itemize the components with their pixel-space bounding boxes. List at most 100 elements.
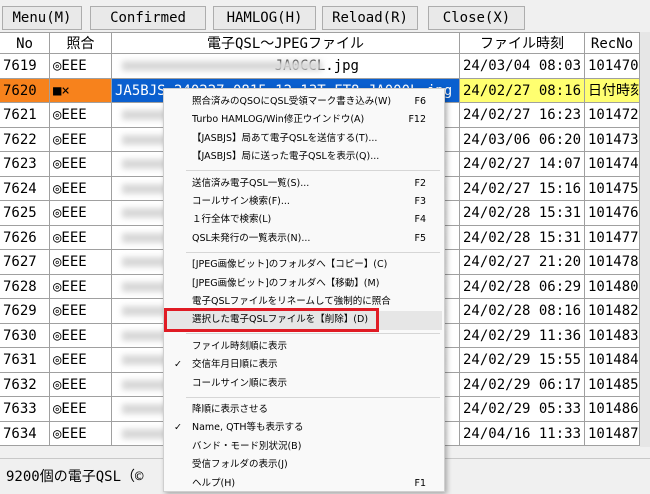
cell-no[interactable]: 7620 [0,78,50,103]
cell-time[interactable]: 24/04/16 11:33 [460,421,585,446]
menu-item[interactable]: 送信済み電子QSL一覧(S)... F2 [166,175,442,193]
toolbar-button[interactable]: Confirmed [90,6,206,30]
cell-time[interactable]: 24/02/28 08:16 [460,299,585,324]
menu-item[interactable]: 電子QSLファイルをリネームして強制的に照合 [166,293,442,311]
cell-time[interactable]: 24/02/29 06:17 [460,372,585,397]
cell-time[interactable]: 24/03/06 06:20 [460,127,585,152]
menu-item[interactable]: 受信フォルダの表示(J) [166,456,442,474]
menu-item[interactable]: コールサイン順に表示 [166,375,442,393]
cell-match[interactable]: ◎EEE [50,299,112,324]
toolbar-button[interactable]: HAMLOG(H) [213,6,316,30]
toolbar-button[interactable]: Menu(M) [2,6,82,30]
menu-shortcut: F2 [414,177,426,189]
cell-recno[interactable]: 101473 [585,127,640,152]
cell-recno[interactable]: 101487 [585,421,640,446]
cell-time[interactable]: 24/02/27 21:20 [460,250,585,275]
menu-item[interactable]: [JPEG画像ビット]のフォルダへ【コピー】(C) [166,256,442,274]
column-header[interactable]: ファイル時刻 [460,32,585,54]
menu-item[interactable]: [JPEG画像ビット]のフォルダへ【移動】(M) [166,275,442,293]
cell-no[interactable]: 7626 [0,225,50,250]
menu-item[interactable]: 選択した電子QSLファイルを【削除】(D) [166,311,442,330]
cell-file[interactable]: JA0CCL.jpg [112,54,460,79]
cell-no[interactable]: 7622 [0,127,50,152]
cell-no[interactable]: 7633 [0,397,50,422]
cell-no[interactable]: 7627 [0,250,50,275]
column-header[interactable]: 電子QSL～JPEGファイル [112,32,460,54]
menu-item[interactable]: 【JASBJS】局に送った電子QSLを表示(Q)... [166,148,442,166]
cell-match[interactable]: ◎EEE [50,127,112,152]
cell-recno[interactable]: 101475 [585,176,640,201]
cell-recno[interactable]: 101470 [585,54,640,79]
cell-match[interactable]: ◎EEE [50,250,112,275]
cell-recno[interactable]: 101486 [585,397,640,422]
menu-item[interactable]: Name, QTH等も表示する ✓ [166,419,442,437]
menu-label: コールサイン検索(F)... [192,196,290,207]
column-header[interactable]: RecNo [585,32,640,54]
cell-match[interactable]: ◎EEE [50,152,112,177]
cell-match[interactable]: ◎EEE [50,348,112,373]
menu-item[interactable]: ヘルプ(H) F1 [166,475,442,491]
menu-label: QSL未発行の一覧表示(N)... [192,232,311,244]
cell-match[interactable]: ◎EEE [50,54,112,79]
cell-recno[interactable]: 101474 [585,152,640,177]
cell-recno[interactable]: 101482 [585,299,640,324]
cell-recno[interactable]: 101477 [585,225,640,250]
cell-match[interactable]: ◎EEE [50,323,112,348]
cell-match[interactable]: ◎EEE [50,397,112,422]
menu-item[interactable]: コールサイン検索(F)... F3 [166,193,442,211]
cell-match[interactable]: ◎EEE [50,103,112,128]
cell-no[interactable]: 7621 [0,103,50,128]
menu-item[interactable]: Turbo HAMLOG/Win修正ウインドウ(A) F12 [166,111,442,129]
menu-item[interactable]: バンド・モード別状況(B) [166,438,442,456]
cell-time[interactable]: 24/02/27 08:16 [460,78,585,103]
menu-item[interactable]: ファイル時刻順に表示 [166,338,442,356]
cell-no[interactable]: 7623 [0,152,50,177]
cell-no[interactable]: 7628 [0,274,50,299]
menu-item[interactable]: 【JASBJS】局あて電子QSLを送信する(T)... [166,130,442,148]
cell-no[interactable]: 7629 [0,299,50,324]
menu-item[interactable]: 降順に表示させる [166,401,442,419]
cell-recno[interactable]: 101483 [585,323,640,348]
menu-shortcut: F12 [408,114,426,126]
cell-no[interactable]: 7630 [0,323,50,348]
menu-item[interactable]: QSL未発行の一覧表示(N)... F5 [166,230,442,248]
cell-time[interactable]: 24/02/27 15:16 [460,176,585,201]
cell-match[interactable]: ◎EEE [50,421,112,446]
toolbar-button[interactable]: Reload(R) [322,6,418,30]
cell-no[interactable]: 7624 [0,176,50,201]
column-header[interactable]: No [0,32,50,54]
menu-separator [186,170,440,172]
menu-label: 【JASBJS】局に送った電子QSLを表示(Q)... [192,151,380,163]
cell-no[interactable]: 7634 [0,421,50,446]
cell-match[interactable]: ◎EEE [50,176,112,201]
menu-item[interactable]: １行全体で検索(L) F4 [166,211,442,229]
cell-match[interactable]: ◎EEE [50,201,112,226]
menu-item[interactable]: 交信年月日順に表示 ✓ [166,356,442,374]
cell-recno[interactable]: 101478 [585,250,640,275]
cell-recno[interactable]: 101476 [585,201,640,226]
column-header[interactable]: 照合 [50,32,112,54]
cell-no[interactable]: 7631 [0,348,50,373]
cell-time[interactable]: 24/02/29 15:55 [460,348,585,373]
cell-no[interactable]: 7632 [0,372,50,397]
cell-time[interactable]: 24/02/28 06:29 [460,274,585,299]
cell-recno[interactable]: 101484 [585,348,640,373]
cell-recno[interactable]: 101480 [585,274,640,299]
menu-item[interactable]: 照合済みのQSOにQSL受領マーク書き込み(W) F6 [166,93,442,111]
cell-time[interactable]: 24/02/29 05:33 [460,397,585,422]
cell-time[interactable]: 24/02/29 11:36 [460,323,585,348]
cell-match[interactable]: ◎EEE [50,274,112,299]
cell-time[interactable]: 24/02/27 14:07 [460,152,585,177]
cell-no[interactable]: 7619 [0,54,50,79]
cell-match[interactable]: ◎EEE [50,225,112,250]
cell-time[interactable]: 24/02/27 16:23 [460,103,585,128]
cell-match[interactable]: ◎EEE [50,372,112,397]
cell-time[interactable]: 24/03/04 08:03 [460,54,585,79]
cell-time[interactable]: 24/02/28 15:31 [460,201,585,226]
cell-no[interactable]: 7625 [0,201,50,226]
cell-time[interactable]: 24/02/28 15:31 [460,225,585,250]
cell-recno[interactable]: 101472 [585,103,640,128]
cell-recno[interactable]: 101485 [585,372,640,397]
cell-match[interactable]: ■× [50,78,112,103]
toolbar-button[interactable]: Close(X) [428,6,525,30]
